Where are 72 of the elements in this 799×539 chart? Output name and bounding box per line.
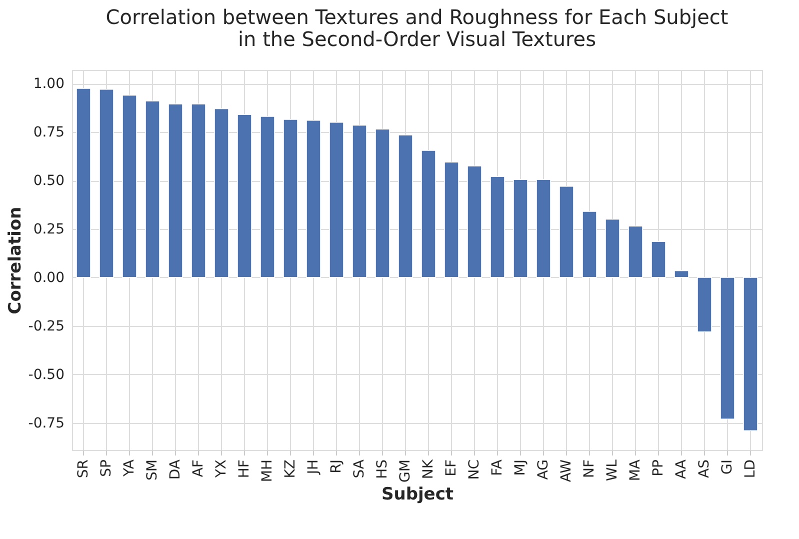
bar xyxy=(444,162,459,278)
bar xyxy=(260,116,275,278)
bar xyxy=(743,277,758,432)
bar xyxy=(168,104,183,278)
bar xyxy=(283,119,298,278)
bar xyxy=(536,179,551,278)
bar xyxy=(352,124,367,278)
x-tick-label: MH xyxy=(260,460,276,482)
text: Correlation between Textures and Roughness for Each Subject xyxy=(106,5,728,29)
bar xyxy=(398,134,413,278)
bar xyxy=(145,100,160,278)
x-tick-label: HF xyxy=(236,460,252,478)
x-tick-label: GI xyxy=(720,460,736,474)
bar xyxy=(513,179,528,278)
y-tick-label: -0.75 xyxy=(28,415,64,432)
bar xyxy=(122,94,137,278)
bar xyxy=(467,166,482,278)
bar xyxy=(214,108,229,278)
text: in the Second-Order Visual Textures xyxy=(238,27,596,51)
bar xyxy=(237,114,252,278)
bar xyxy=(674,270,689,278)
bar xyxy=(421,150,436,278)
x-tick-label: AS xyxy=(696,459,712,478)
x-tick-label: AA xyxy=(674,459,690,480)
bar xyxy=(605,218,620,278)
bar xyxy=(490,176,505,278)
bar xyxy=(329,122,344,278)
bar xyxy=(76,88,91,278)
y-tick-label: 0.50 xyxy=(33,173,64,190)
bar xyxy=(697,277,712,332)
bar xyxy=(559,186,574,278)
y-tick-label: 0.00 xyxy=(33,270,64,286)
bar xyxy=(191,104,206,278)
x-tick-label: HS xyxy=(374,459,390,479)
x-tick-label: YA xyxy=(122,459,138,478)
bar xyxy=(375,128,390,278)
bar xyxy=(306,120,321,278)
y-tick-label: -0.50 xyxy=(28,366,64,383)
x-tick-label: AF xyxy=(190,460,206,478)
x-tick-label: RJ xyxy=(328,460,344,474)
x-tick-label: SP xyxy=(98,460,114,477)
x-tick-label: SR xyxy=(76,459,92,478)
bar xyxy=(582,211,597,278)
y-tick-label: 0.75 xyxy=(33,124,64,141)
x-tick-label: GM xyxy=(398,460,414,482)
bar xyxy=(651,241,666,278)
x-tick-label: PP xyxy=(650,460,666,476)
y-tick-label: -0.25 xyxy=(28,318,64,334)
x-tick-label: NK xyxy=(420,458,436,480)
x-tick-label: DA xyxy=(168,459,184,480)
x-tick-label: SM xyxy=(144,460,160,480)
x-tick-label: MJ xyxy=(512,460,528,476)
bar xyxy=(99,88,114,278)
x-tick-label: NF xyxy=(582,460,598,478)
x-tick-label: YX xyxy=(214,459,230,479)
x-axis-title: Subject xyxy=(381,484,454,504)
x-tick-label: AG xyxy=(536,460,552,480)
x-tick-label: AW xyxy=(558,459,574,482)
y-axis-title: Correlation xyxy=(5,206,26,314)
y-tick-label: 0.25 xyxy=(33,221,64,238)
bar xyxy=(628,226,643,278)
x-tick-label: EF xyxy=(444,460,460,476)
x-tick-label: MA xyxy=(628,459,644,482)
x-tick-label: JH xyxy=(306,460,322,476)
x-tick-label: FA xyxy=(490,459,506,476)
y-tick-label: 1.00 xyxy=(33,76,64,92)
x-tick-label: WL xyxy=(604,459,620,482)
x-tick-label: SA xyxy=(352,459,368,478)
x-tick-label: NC xyxy=(466,459,482,480)
x-tick-label: KZ xyxy=(282,460,298,478)
bar xyxy=(720,277,735,420)
x-tick-label: LD xyxy=(742,460,758,478)
